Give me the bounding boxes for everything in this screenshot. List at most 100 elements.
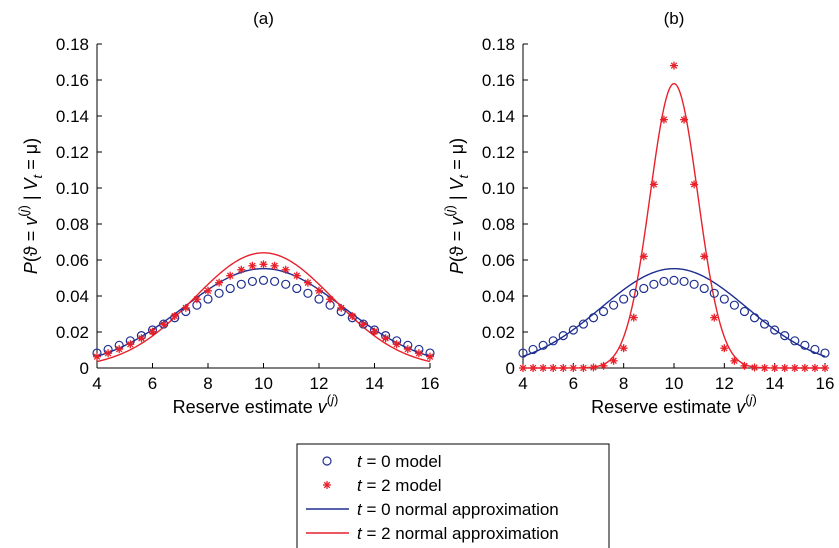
data-point-circle bbox=[214, 288, 224, 298]
data-point-asterisk bbox=[426, 352, 434, 361]
data-point-circle bbox=[800, 340, 810, 350]
data-point-asterisk bbox=[270, 261, 279, 270]
x-axis-label: Reserve estimate v(j) bbox=[173, 392, 339, 417]
data-point-asterisk bbox=[770, 364, 779, 372]
data-point-circle bbox=[619, 294, 629, 304]
data-point-asterisk bbox=[359, 320, 368, 329]
data-point-asterisk bbox=[589, 363, 598, 372]
data-point-circle bbox=[270, 276, 280, 287]
data-point-circle bbox=[588, 313, 599, 323]
data-point-circle bbox=[303, 288, 313, 298]
data-point-asterisk bbox=[137, 334, 146, 343]
data-point-asterisk bbox=[126, 340, 135, 349]
x-tick-label: 4 bbox=[518, 374, 527, 393]
data-point-asterisk bbox=[403, 345, 412, 354]
data-point-asterisk bbox=[740, 361, 749, 370]
data-point-asterisk bbox=[539, 364, 548, 372]
y-tick-label: 0.10 bbox=[56, 179, 89, 198]
data-point-circle bbox=[639, 283, 649, 294]
data-point-asterisk bbox=[700, 252, 709, 261]
data-point-asterisk bbox=[750, 363, 759, 372]
x-tick-label: 10 bbox=[254, 374, 273, 393]
data-point-asterisk bbox=[780, 364, 789, 372]
data-point-asterisk bbox=[670, 61, 678, 70]
y-tick-label: 0.06 bbox=[56, 251, 89, 270]
y-tick-label: 0.12 bbox=[56, 143, 89, 162]
y-tick-label: 0.06 bbox=[482, 251, 515, 270]
y-axis-label: P(ϑ = v(j) | Vt = μ) bbox=[16, 138, 45, 274]
y-tick-label: 0.02 bbox=[56, 323, 89, 342]
data-point-circle bbox=[659, 276, 669, 287]
y-tick-label: 0.16 bbox=[482, 71, 515, 90]
y-tick-label: 0.02 bbox=[482, 323, 515, 342]
x-tick-label: 8 bbox=[619, 374, 628, 393]
data-point-asterisk bbox=[259, 260, 268, 269]
series-line-2 bbox=[96, 267, 431, 357]
data-point-asterisk bbox=[93, 352, 101, 361]
data-point-circle bbox=[518, 348, 528, 358]
panel-b: (b) 0 0.02 0.04 0.06 0.08 0.10 0.12 0.14 0.16 0.18… bbox=[442, 9, 834, 417]
data-point-asterisk bbox=[204, 286, 212, 295]
x-tick-label: 14 bbox=[765, 374, 784, 393]
data-point-asterisk bbox=[170, 312, 179, 321]
data-point-asterisk bbox=[215, 278, 224, 287]
y-tick-label: 0.12 bbox=[482, 143, 515, 162]
y-tick-label: 0.08 bbox=[56, 215, 89, 234]
data-point-asterisk bbox=[599, 361, 608, 370]
x-tick-label: 10 bbox=[665, 374, 684, 393]
data-point-asterisk bbox=[414, 349, 423, 358]
data-point-circle bbox=[236, 279, 246, 289]
data-point-circle bbox=[258, 275, 269, 285]
data-point-circle bbox=[780, 331, 790, 341]
data-point-circle bbox=[689, 279, 699, 289]
data-point-asterisk bbox=[115, 345, 124, 354]
data-point-asterisk bbox=[303, 278, 312, 287]
data-point-asterisk bbox=[790, 364, 799, 372]
series-line-2 bbox=[522, 267, 826, 357]
y-tick-label: 0.14 bbox=[482, 107, 515, 126]
data-point-asterisk bbox=[760, 364, 769, 372]
x-tick-label: 14 bbox=[365, 374, 384, 393]
data-point-asterisk bbox=[800, 364, 809, 372]
data-point-asterisk bbox=[337, 303, 346, 312]
y-tick-label: 0.18 bbox=[482, 35, 515, 54]
data-point-circle bbox=[820, 348, 830, 358]
data-point-circle bbox=[629, 288, 639, 298]
data-point-circle bbox=[225, 283, 235, 294]
data-point-circle bbox=[568, 325, 578, 335]
legend-asterisk-icon bbox=[323, 481, 331, 489]
data-point-circle bbox=[810, 344, 820, 355]
data-point-asterisk bbox=[381, 334, 390, 343]
data-point-circle bbox=[608, 300, 619, 310]
data-point-circle bbox=[314, 294, 324, 304]
y-tick-label: 0.04 bbox=[56, 287, 89, 306]
data-point-asterisk bbox=[559, 364, 568, 372]
data-point-asterisk bbox=[659, 115, 668, 124]
data-point-asterisk bbox=[649, 180, 658, 189]
data-point-asterisk bbox=[710, 313, 719, 322]
y-axis-label: P(ϑ = v(j) | Vt = μ) bbox=[442, 138, 471, 274]
y-tick-label: 0.14 bbox=[56, 107, 89, 126]
data-point-asterisk bbox=[292, 271, 301, 280]
data-point-circle bbox=[699, 283, 709, 294]
legend: t = 0 model t = 2 model t = 0 normal appro… bbox=[296, 443, 610, 548]
x-tick-label: 16 bbox=[816, 374, 835, 393]
series-line-3 bbox=[523, 82, 825, 369]
legend-label: t = 2 model bbox=[357, 476, 442, 495]
data-point-circle bbox=[749, 313, 760, 323]
data-point-circle bbox=[739, 306, 750, 317]
data-point-asterisk bbox=[248, 261, 257, 270]
y-tick-label: 0 bbox=[506, 359, 515, 378]
legend-box bbox=[296, 443, 610, 548]
data-point-circle bbox=[598, 306, 609, 317]
data-point-asterisk bbox=[629, 313, 638, 322]
x-tick-label: 6 bbox=[569, 374, 578, 393]
data-point-asterisk bbox=[690, 180, 699, 189]
legend-circle-icon bbox=[322, 456, 332, 466]
x-tick-label: 8 bbox=[203, 374, 212, 393]
data-point-circle bbox=[558, 331, 568, 341]
data-point-circle bbox=[729, 300, 740, 310]
data-point-asterisk bbox=[579, 364, 588, 372]
data-point-asterisk bbox=[237, 265, 246, 274]
data-point-asterisk bbox=[315, 286, 323, 295]
